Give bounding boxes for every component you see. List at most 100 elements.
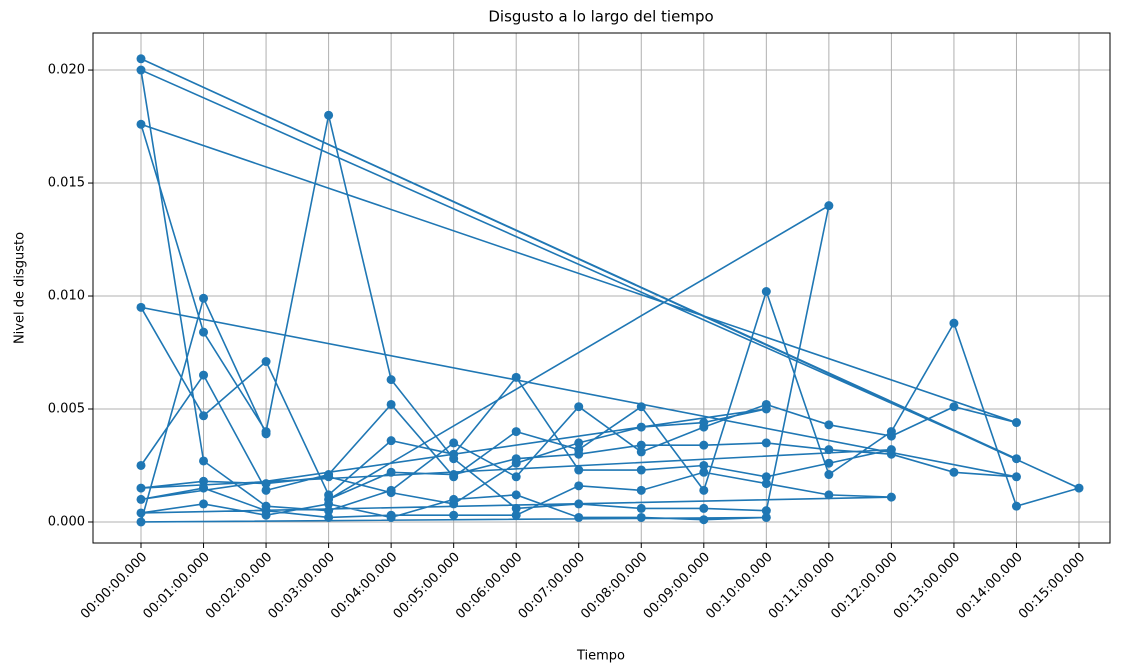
marker — [1011, 501, 1021, 511]
marker — [699, 418, 709, 428]
marker — [824, 490, 834, 500]
marker — [824, 458, 834, 468]
marker — [824, 201, 834, 211]
marker — [136, 483, 146, 493]
marker — [761, 404, 771, 414]
marker — [1074, 483, 1084, 493]
marker — [886, 445, 896, 455]
marker — [199, 293, 209, 303]
marker — [636, 447, 646, 457]
marker — [574, 402, 584, 412]
marker — [449, 449, 459, 459]
marker — [324, 472, 334, 482]
marker — [761, 438, 771, 448]
marker — [324, 499, 334, 509]
marker — [636, 485, 646, 495]
marker — [136, 65, 146, 75]
marker — [199, 327, 209, 337]
marker — [824, 470, 834, 480]
marker — [1011, 472, 1021, 482]
marker — [636, 422, 646, 432]
marker — [386, 399, 396, 409]
marker — [136, 494, 146, 504]
marker — [511, 458, 521, 468]
marker — [136, 508, 146, 518]
marker — [199, 499, 209, 509]
marker — [511, 372, 521, 382]
marker — [761, 472, 771, 482]
y-tick-label: 0.000 — [48, 514, 85, 529]
marker — [699, 515, 709, 525]
marker — [761, 512, 771, 522]
marker — [636, 402, 646, 412]
marker — [199, 456, 209, 466]
marker — [136, 517, 146, 527]
y-tick-label: 0.020 — [48, 63, 85, 78]
marker — [511, 510, 521, 520]
marker — [824, 420, 834, 430]
x-axis-label: Tiempo — [576, 649, 625, 664]
marker — [324, 506, 334, 516]
marker — [574, 465, 584, 475]
marker — [574, 499, 584, 509]
marker — [449, 510, 459, 520]
marker — [886, 431, 896, 441]
marker — [699, 460, 709, 470]
marker — [949, 402, 959, 412]
marker — [324, 490, 334, 500]
marker — [699, 503, 709, 513]
y-tick-label: 0.010 — [48, 289, 85, 304]
marker — [761, 506, 771, 516]
marker — [136, 302, 146, 312]
y-tick-label: 0.015 — [48, 176, 85, 191]
marker — [636, 512, 646, 522]
marker — [699, 467, 709, 477]
marker — [199, 476, 209, 486]
marker — [261, 357, 271, 367]
marker — [699, 485, 709, 495]
marker — [261, 479, 271, 489]
marker — [261, 429, 271, 439]
marker — [449, 494, 459, 504]
marker — [511, 472, 521, 482]
marker — [386, 488, 396, 498]
marker — [386, 467, 396, 477]
marker — [511, 490, 521, 500]
marker — [386, 512, 396, 522]
x-tick-label: 00:15:00.000 — [1016, 550, 1088, 622]
marker — [136, 460, 146, 470]
marker — [699, 440, 709, 450]
marker — [636, 503, 646, 513]
marker — [574, 438, 584, 448]
marker — [511, 427, 521, 437]
marker — [949, 318, 959, 328]
marker — [636, 440, 646, 450]
marker — [199, 370, 209, 380]
plot-frame — [92, 32, 1111, 544]
marker — [574, 481, 584, 491]
marker — [261, 510, 271, 520]
chart-title: Disgusto a lo largo del tiempo — [488, 8, 713, 26]
y-axis-label: Nivel de disgusto — [13, 232, 28, 344]
marker — [449, 438, 459, 448]
marker — [949, 467, 959, 477]
marker — [824, 445, 834, 455]
marker — [511, 503, 521, 513]
marker — [386, 436, 396, 446]
marker — [449, 470, 459, 480]
marker — [386, 375, 396, 385]
marker — [136, 54, 146, 64]
marker — [261, 485, 271, 495]
marker — [761, 287, 771, 297]
marker — [574, 512, 584, 522]
y-tick-label: 0.005 — [48, 402, 85, 417]
marker — [761, 479, 771, 489]
marker — [886, 492, 896, 502]
marker — [199, 411, 209, 421]
marker — [1011, 454, 1021, 464]
marker — [574, 449, 584, 459]
marker — [136, 119, 146, 129]
marker — [324, 110, 334, 120]
marker — [1011, 418, 1021, 428]
